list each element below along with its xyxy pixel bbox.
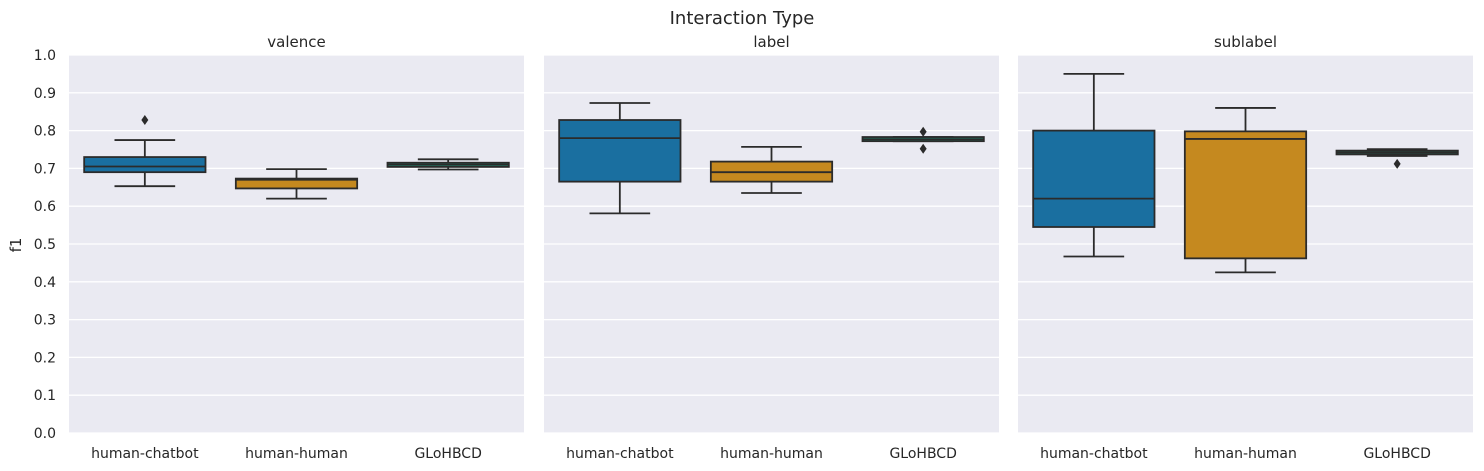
x-tick-label: human-human xyxy=(245,446,348,462)
x-tick-label: GLoHBCD xyxy=(1363,446,1430,462)
box-GLoHBCD xyxy=(386,158,510,171)
y-tick-label: 1.0 xyxy=(34,48,56,64)
x-tick-label: human-human xyxy=(720,446,823,462)
y-tick-label: 0.5 xyxy=(34,237,56,253)
panel-label: label human-chatbot human-human GLoHBCD xyxy=(544,33,999,462)
box-GLoHBCD xyxy=(1335,148,1459,169)
box-iqr xyxy=(234,177,359,190)
outlier-marker xyxy=(1393,158,1401,169)
x-tick-label: GLoHBCD xyxy=(414,446,481,462)
figure-title: Interaction Type xyxy=(670,8,815,29)
outlier-marker xyxy=(919,143,927,154)
y-axis-label: f1 xyxy=(7,238,25,253)
y-tick-label: 0.3 xyxy=(34,313,56,329)
box-iqr xyxy=(83,156,207,174)
box-iqr xyxy=(1183,130,1308,260)
y-tick-label: 0.8 xyxy=(34,124,56,140)
panels: 0.0 0.1 0.2 0.3 0.4 0.5 0.6 0.7 0.8 0.9 1.0 valence… xyxy=(34,33,1473,462)
box-GLoHBCD xyxy=(861,126,985,154)
panel-sublabel: sublabel human-chatbot human-human GLoHBCD xyxy=(1018,33,1473,462)
y-tick-label: 0.4 xyxy=(34,275,56,291)
panel-valence: 0.0 0.1 0.2 0.3 0.4 0.5 0.6 0.7 0.8 0.9 1.0 valence… xyxy=(34,33,524,462)
x-tick-label: GLoHBCD xyxy=(889,446,956,462)
box-iqr xyxy=(558,119,682,183)
y-tick-label: 0.0 xyxy=(34,426,56,442)
panel-title: sublabel xyxy=(1214,33,1277,51)
box-human-chatbot xyxy=(558,102,682,215)
box-human-human xyxy=(234,168,359,200)
y-tick-label: 0.6 xyxy=(34,199,56,215)
box-human-chatbot xyxy=(83,115,207,188)
y-tick-label: 0.7 xyxy=(34,161,56,177)
box-human-chatbot xyxy=(1032,73,1156,258)
y-tick-label: 0.2 xyxy=(34,350,56,366)
x-tick-label: human-chatbot xyxy=(91,446,199,462)
box-iqr xyxy=(1032,129,1156,228)
panel-title: valence xyxy=(267,33,325,51)
y-tick-label: 0.1 xyxy=(34,388,56,404)
y-tick-label: 0.9 xyxy=(34,86,56,102)
x-tick-label: human-chatbot xyxy=(1040,446,1148,462)
x-tick-label: human-chatbot xyxy=(566,446,674,462)
x-tick-label: human-human xyxy=(1194,446,1297,462)
box-human-human xyxy=(709,145,834,194)
outlier-marker xyxy=(141,115,149,126)
outlier-marker xyxy=(919,126,927,137)
box-human-human xyxy=(1183,107,1308,274)
panel-title: label xyxy=(753,33,789,51)
